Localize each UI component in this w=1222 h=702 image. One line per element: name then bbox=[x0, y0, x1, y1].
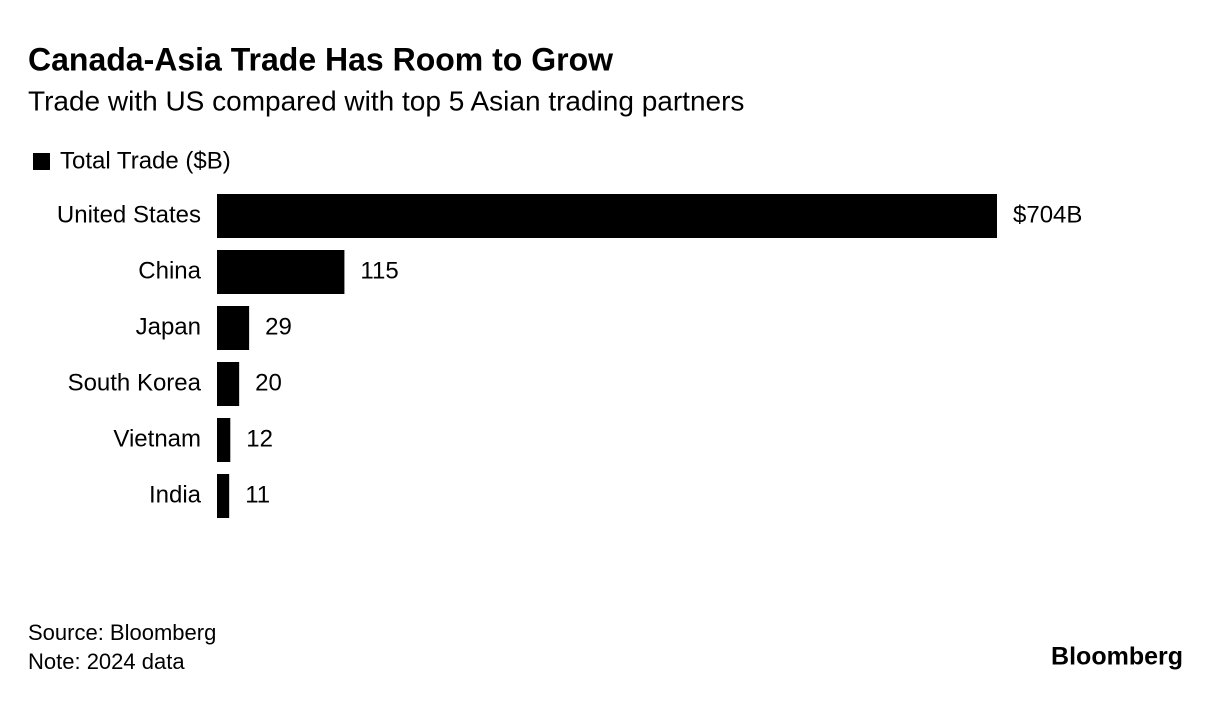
value-label: $704B bbox=[1013, 201, 1082, 228]
bar bbox=[217, 306, 250, 350]
category-label: India bbox=[149, 481, 202, 508]
logo: Bloomberg bbox=[1051, 643, 1183, 671]
note: Note: 2024 data bbox=[28, 649, 185, 674]
value-label: 20 bbox=[255, 369, 282, 396]
value-label: 12 bbox=[246, 425, 273, 452]
source: Source: Bloomberg bbox=[28, 620, 216, 645]
category-label: United States bbox=[57, 201, 201, 228]
value-label: 115 bbox=[360, 257, 398, 284]
chart-title: Canada-Asia Trade Has Room to Grow bbox=[28, 41, 613, 77]
category-label: South Korea bbox=[68, 369, 202, 396]
category-label: China bbox=[138, 257, 201, 284]
bar bbox=[217, 474, 230, 518]
legend-label: Total Trade ($B) bbox=[60, 147, 231, 174]
value-label: 29 bbox=[265, 313, 292, 340]
legend-swatch bbox=[33, 153, 50, 170]
bar bbox=[217, 250, 345, 294]
chart-subtitle: Trade with US compared with top 5 Asian … bbox=[28, 85, 744, 116]
category-label: Japan bbox=[136, 313, 201, 340]
value-label: 11 bbox=[245, 481, 270, 508]
bar bbox=[217, 418, 231, 462]
bar bbox=[217, 194, 997, 238]
bar bbox=[217, 362, 240, 406]
category-label: Vietnam bbox=[113, 425, 201, 452]
